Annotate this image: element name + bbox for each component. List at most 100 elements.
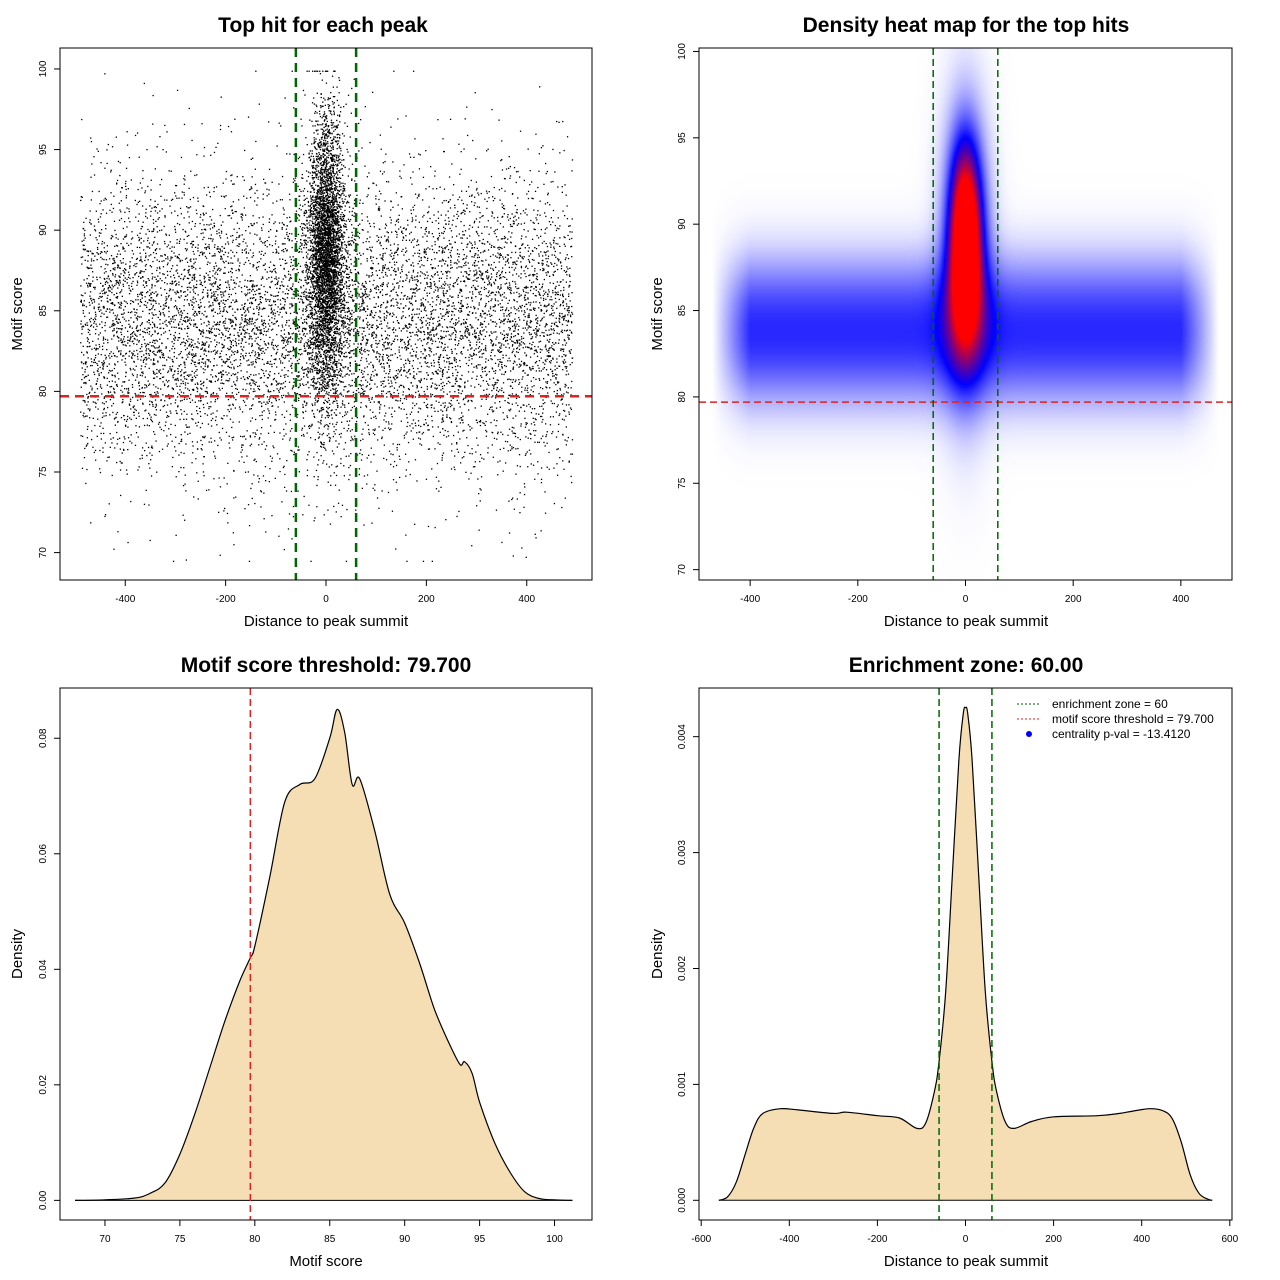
scatter-point [154,330,156,332]
scatter-point [191,220,194,223]
scatter-point [267,417,269,419]
scatter-point [218,303,220,306]
scatter-point [486,207,488,210]
scatter-point [282,466,285,469]
scatter-point [167,371,169,373]
scatter-point [353,330,355,332]
scatter-point [478,256,480,258]
scatter-point [436,188,438,190]
scatter-point [452,375,454,377]
scatter-point [477,339,479,341]
scatter-point [239,326,241,329]
scatter-point [550,305,553,307]
scatter-point [447,315,449,317]
scatter-point [435,476,438,478]
scatter-point [150,215,152,217]
scatter-point [281,336,283,338]
scatter-point [524,486,526,488]
scatter-point [124,438,126,440]
scatter-point [184,397,186,399]
scatter-point [215,300,217,302]
scatter-point [430,334,432,336]
scatter-point [110,169,112,171]
scatter-point [391,342,393,345]
scatter-point [415,425,417,427]
scatter-point [486,314,488,316]
scatter-point [349,243,351,245]
scatter-point [132,368,134,370]
scatter-point [106,245,108,247]
scatter-point [351,379,353,382]
scatter-point [192,452,194,454]
scatter-point [169,205,171,207]
scatter-point [411,183,413,185]
scatter-point [228,349,230,351]
scatter-point [186,257,188,259]
scatter-point [127,244,130,246]
scatter-point [284,380,287,383]
scatter-point [449,403,452,405]
scatter-point [388,269,390,271]
scatter-point [153,413,156,416]
scatter-point [487,447,489,449]
scatter-point [338,362,340,364]
scatter-point [112,236,114,238]
scatter-point [88,342,90,344]
scatter-point [412,255,414,257]
scatter-point [547,271,549,274]
scatter-point [462,419,464,421]
scatter-point [338,370,340,372]
scatter-point [450,468,453,470]
scatter-point [362,384,364,386]
scatter-point [100,213,102,215]
scatter-point [123,271,125,273]
scatter-point [560,331,562,333]
scatter-point [255,361,257,364]
scatter-point [151,272,153,275]
scatter-point [137,353,139,355]
scatter-point [403,237,405,239]
scatter-point [517,257,519,259]
scatter-point [361,229,363,231]
scatter-point [81,378,83,381]
scatter-point [175,379,177,381]
scatter-point [437,274,439,276]
scatter-point [225,318,227,320]
scatter-point [258,385,260,387]
scatter-point [380,304,382,307]
scatter-point [103,342,105,344]
scatter-point [376,240,378,243]
scatter-point [188,286,190,288]
scatter-point [211,292,213,294]
scatter-point [200,330,202,332]
scatter-point [197,247,199,249]
scatter-point [397,339,399,341]
scatter-point [311,282,313,284]
scatter-point [523,319,525,321]
scatter-point [474,254,476,257]
scatter-point [90,385,92,387]
scatter-point [202,232,204,234]
scatter-point [415,351,418,353]
scatter-point [364,351,366,353]
scatter-point [225,327,227,329]
scatter-point [281,397,283,399]
scatter-point [246,286,248,288]
scatter-point [445,246,447,248]
scatter-point [99,203,101,205]
scatter-point [371,522,373,524]
scatter-point [169,321,171,323]
scatter-point [85,306,88,308]
scatter-point [92,340,94,342]
scatter-point [431,268,434,270]
scatter-point [438,364,440,366]
scatter-point [504,440,507,443]
scatter-point [183,299,186,301]
scatter-point [417,411,419,413]
scatter-point [370,267,372,269]
scatter-point [142,447,144,449]
scatter-point [260,377,263,379]
scatter-point [130,238,133,240]
scatter-point [527,244,529,246]
scatter-point [233,328,235,330]
